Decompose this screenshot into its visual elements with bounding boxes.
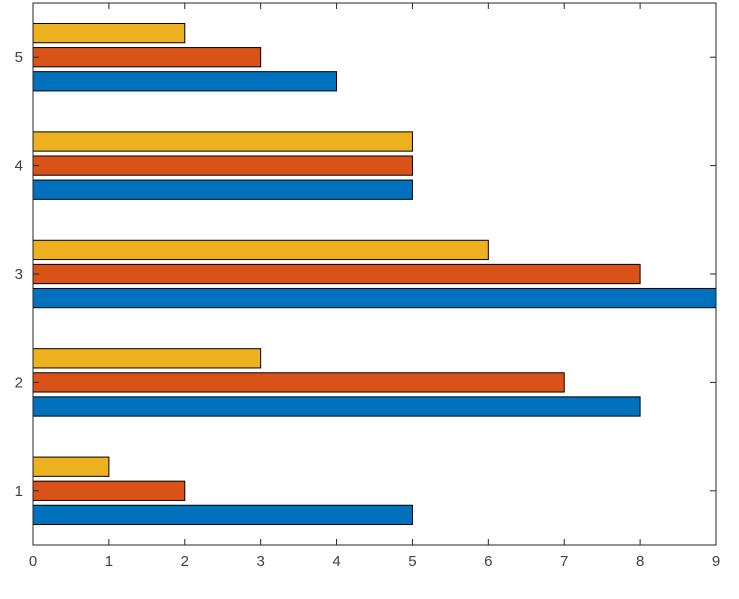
x-tick-label: 5 <box>408 553 416 570</box>
bar-cat2-series3 <box>32 348 262 369</box>
bar-cat4-series1 <box>32 179 413 200</box>
x-tick-label: 9 <box>712 553 720 570</box>
bar-cat3-series2 <box>32 263 641 285</box>
bar-cat5-series3 <box>32 22 186 44</box>
bar-cat1-series3 <box>32 456 110 477</box>
bar-cat1-series2 <box>32 480 186 501</box>
x-tick-label: 8 <box>636 553 644 570</box>
y-tick-label: 1 <box>15 483 23 500</box>
y-tick-label: 3 <box>15 266 23 283</box>
x-tick-label: 1 <box>105 553 113 570</box>
x-tick-label: 7 <box>560 553 568 570</box>
y-axis: 1 2 3 4 5 <box>15 49 716 500</box>
y-tick-label: 5 <box>15 49 23 66</box>
bar-cat2-series1 <box>32 396 641 417</box>
bar-cat4-series2 <box>32 155 413 176</box>
bar-cat1-series1 <box>32 504 413 526</box>
x-tick-label: 2 <box>181 553 189 570</box>
x-tick-label: 6 <box>484 553 492 570</box>
x-tick-label: 3 <box>256 553 264 570</box>
bar-cat4-series3 <box>32 131 413 152</box>
bar-cat2-series2 <box>32 372 565 393</box>
x-axis: 0 1 2 3 4 5 6 7 8 9 <box>29 3 720 570</box>
x-tick-label: 4 <box>332 553 340 570</box>
bar-cat3-series3 <box>32 239 489 261</box>
bar-cat3-series1 <box>32 287 717 309</box>
y-tick-label: 2 <box>15 374 23 391</box>
bar-cat5-series2 <box>32 47 262 68</box>
x-tick-label: 0 <box>29 553 37 570</box>
bars-layer <box>32 22 717 526</box>
y-tick-label: 4 <box>15 158 23 175</box>
bar-cat5-series1 <box>32 71 338 92</box>
